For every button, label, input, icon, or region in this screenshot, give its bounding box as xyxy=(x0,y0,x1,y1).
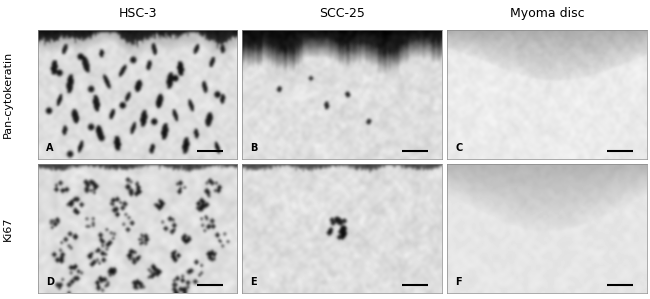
Text: E: E xyxy=(250,277,257,286)
Text: SCC-25: SCC-25 xyxy=(319,7,365,20)
Text: Myoma disc: Myoma disc xyxy=(510,7,584,20)
Text: D: D xyxy=(46,277,54,286)
Text: F: F xyxy=(455,277,461,286)
Text: Pan-cytokeratin: Pan-cytokeratin xyxy=(3,51,13,138)
Text: A: A xyxy=(46,143,53,153)
Text: HSC-3: HSC-3 xyxy=(118,7,157,20)
Text: B: B xyxy=(250,143,258,153)
Text: C: C xyxy=(455,143,462,153)
Text: Ki67: Ki67 xyxy=(3,216,13,241)
